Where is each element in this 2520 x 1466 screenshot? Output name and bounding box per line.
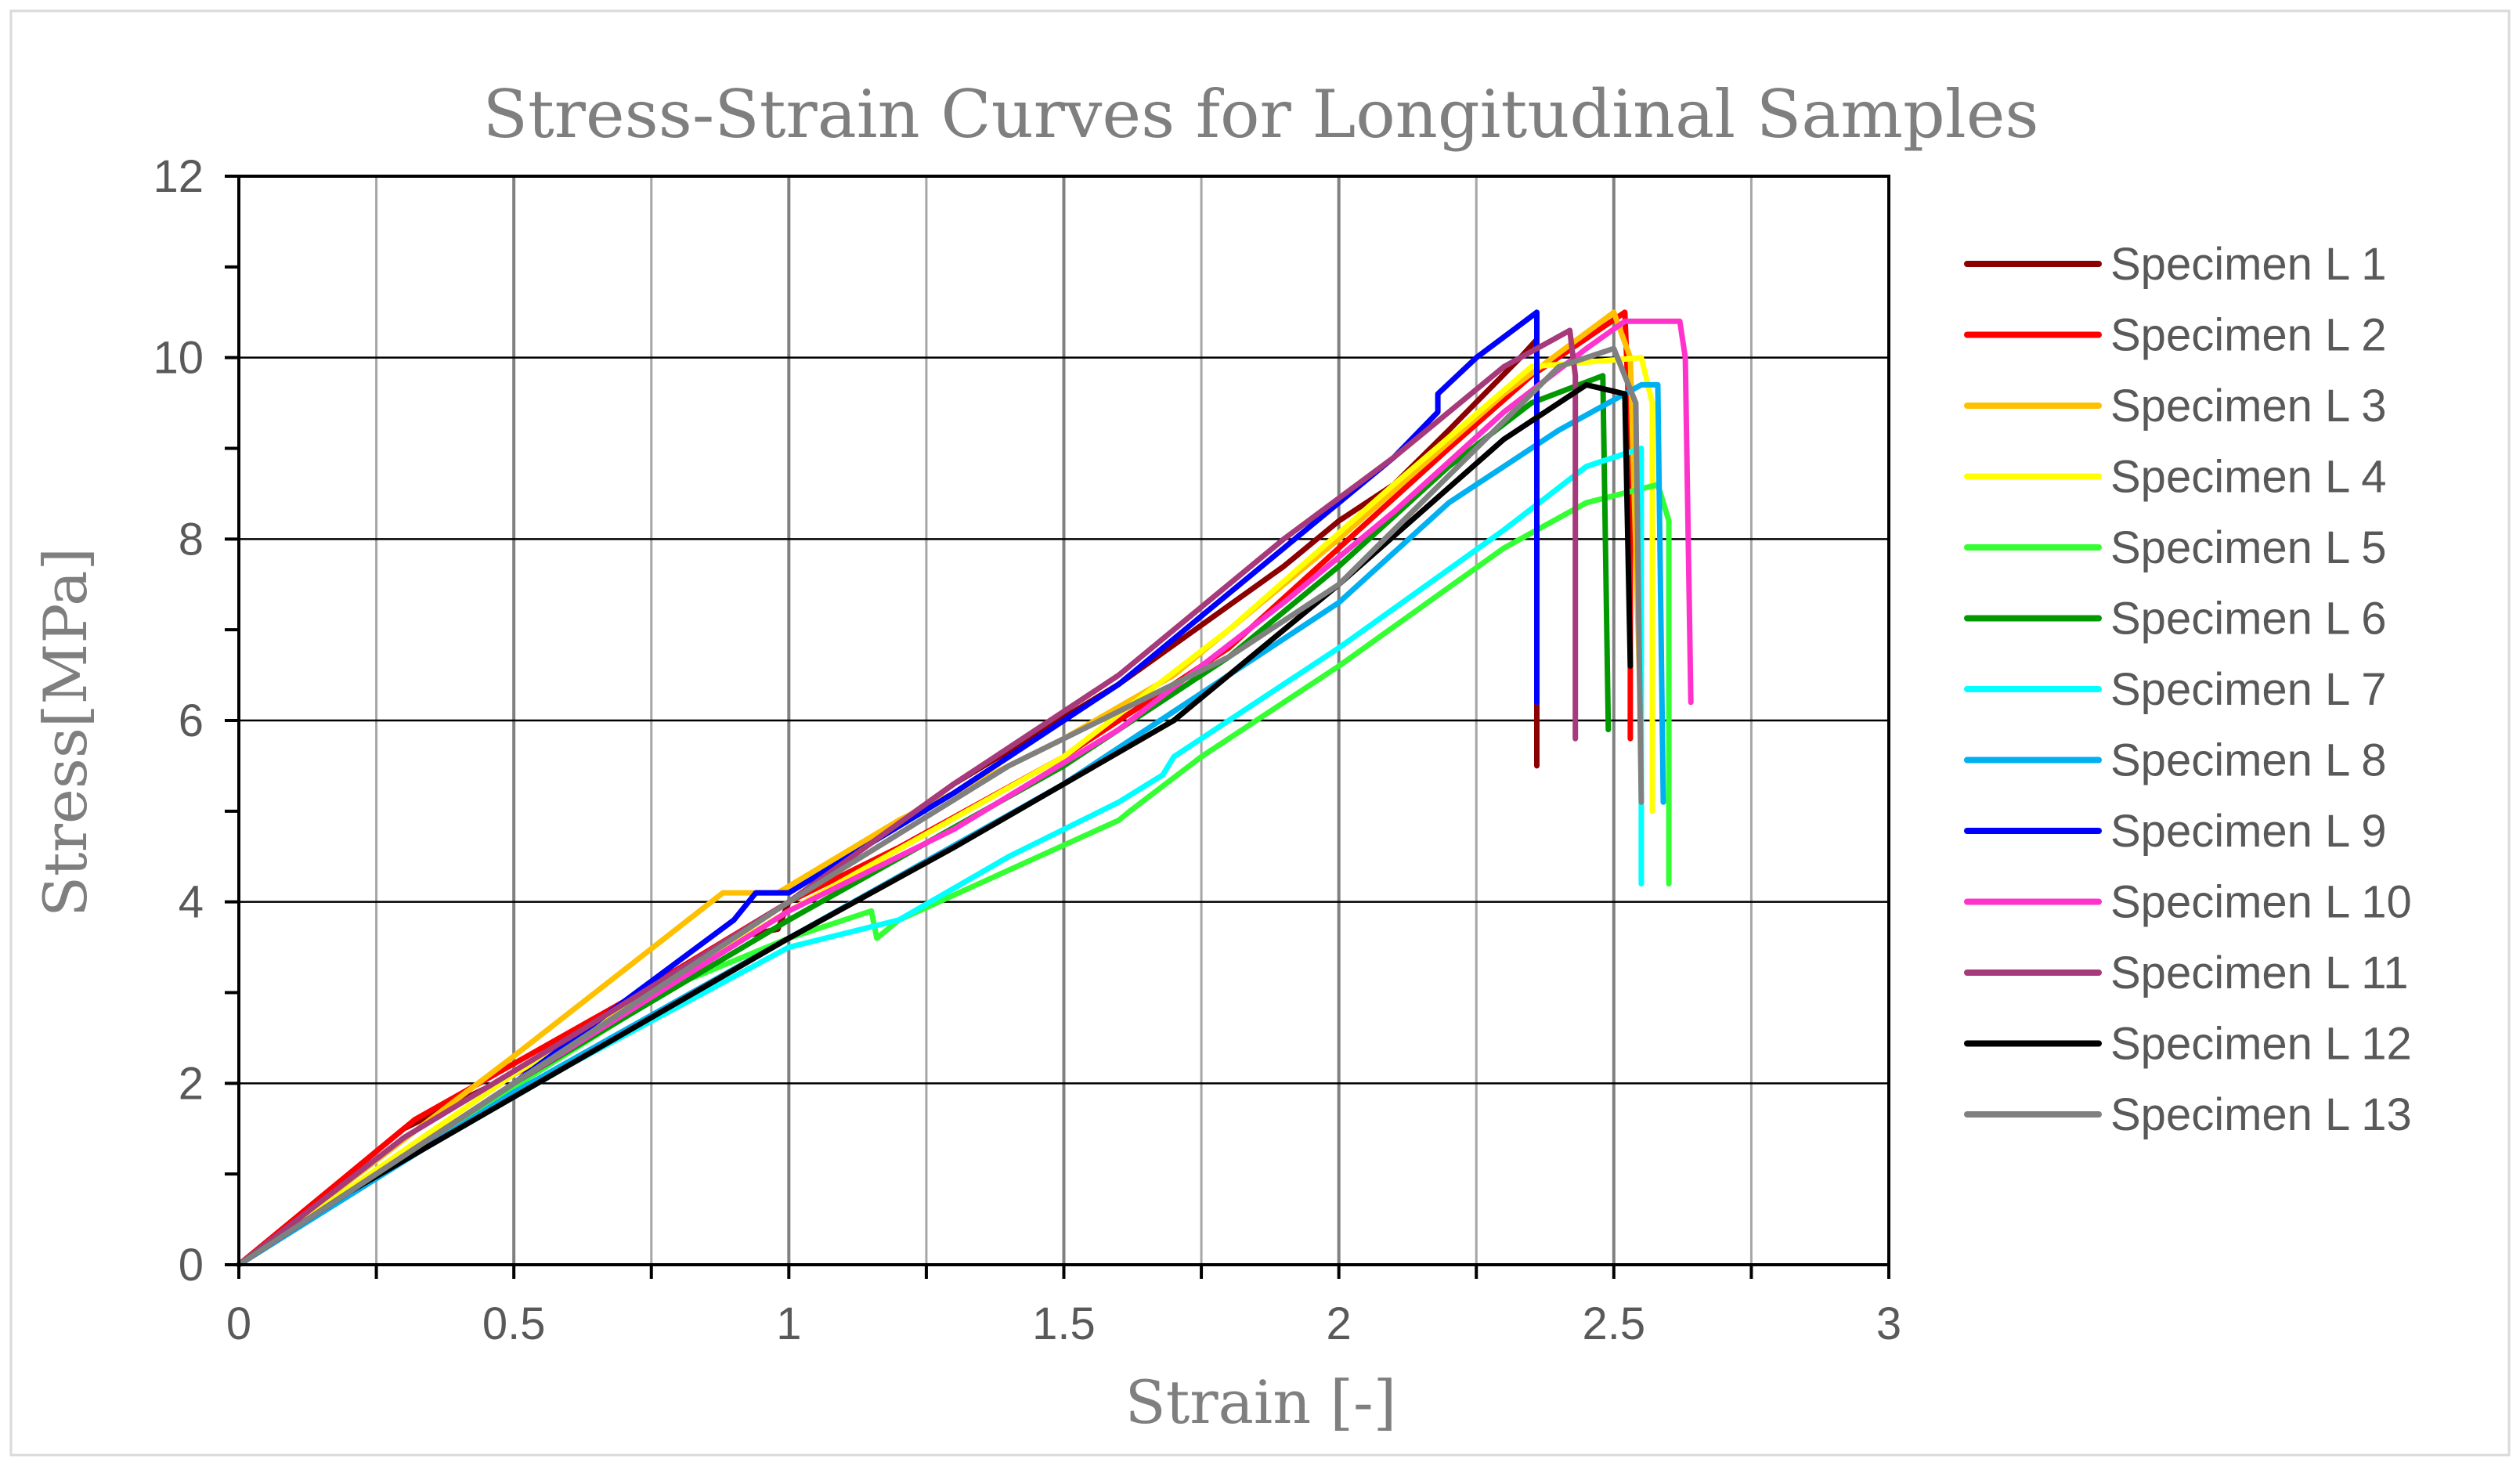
legend-label: Specimen L 12: [2110, 1019, 2412, 1070]
legend-label: Specimen L 8: [2110, 735, 2387, 786]
x-tick-label: 1: [776, 1298, 801, 1349]
legend-label: Specimen L 10: [2110, 877, 2412, 928]
y-tick-label: 10: [153, 333, 204, 384]
x-tick-label: 2: [1327, 1298, 1352, 1349]
legend: Specimen L 1 Specimen L 2 Specimen L 3 Spec…: [1964, 239, 2412, 1140]
series-line-12: [236, 381, 1634, 1268]
legend-label: Specimen L 7: [2110, 664, 2387, 715]
chart-border: [9, 9, 2511, 1457]
y-tick-label: 0: [179, 1240, 204, 1291]
series-line-9: [236, 309, 1540, 1268]
legend-label: Specimen L 5: [2110, 522, 2387, 573]
y-axis-title: Stress[MPa]: [31, 547, 100, 917]
x-tick-label: 2.5: [1583, 1298, 1646, 1349]
legend-label: Specimen L 2: [2110, 310, 2387, 361]
x-tick-label: 0.5: [482, 1298, 546, 1349]
x-tick-label: 3: [1876, 1298, 1901, 1349]
legend-label: Specimen L 9: [2110, 806, 2387, 857]
y-tick-label: 6: [179, 695, 204, 746]
chart-title: Stress-Strain Curves for Longitudinal Sa…: [482, 76, 2038, 153]
y-tick-label: 8: [179, 514, 204, 565]
legend-label: Specimen L 1: [2110, 239, 2387, 290]
series-line-11: [236, 327, 1579, 1268]
y-tick-label: 12: [153, 151, 204, 202]
x-tick-label: 1.5: [1032, 1298, 1096, 1349]
y-tick-label: 2: [179, 1058, 204, 1109]
legend-label: Specimen L 6: [2110, 594, 2387, 645]
legend-label: Specimen L 4: [2110, 452, 2387, 503]
axis-ticks: 0 0.5 1 1.5 2 2.5 3 0 2 4 6 8 10 12: [153, 151, 1901, 1349]
series-line-3: [236, 309, 1644, 1268]
series-line-6: [236, 373, 1612, 1268]
legend-label: Specimen L 3: [2110, 381, 2387, 431]
series-lines: [236, 309, 1694, 1268]
y-tick-label: 4: [179, 877, 204, 928]
series-line-5: [236, 482, 1672, 1268]
legend-label: Specimen L 13: [2110, 1089, 2412, 1140]
series-line-10: [236, 318, 1694, 1268]
x-tick-label: 0: [226, 1298, 251, 1349]
series-line-13: [236, 345, 1644, 1268]
legend-label: Specimen L 11: [2110, 948, 2408, 998]
x-axis-title: Strain [-]: [1125, 1367, 1397, 1437]
